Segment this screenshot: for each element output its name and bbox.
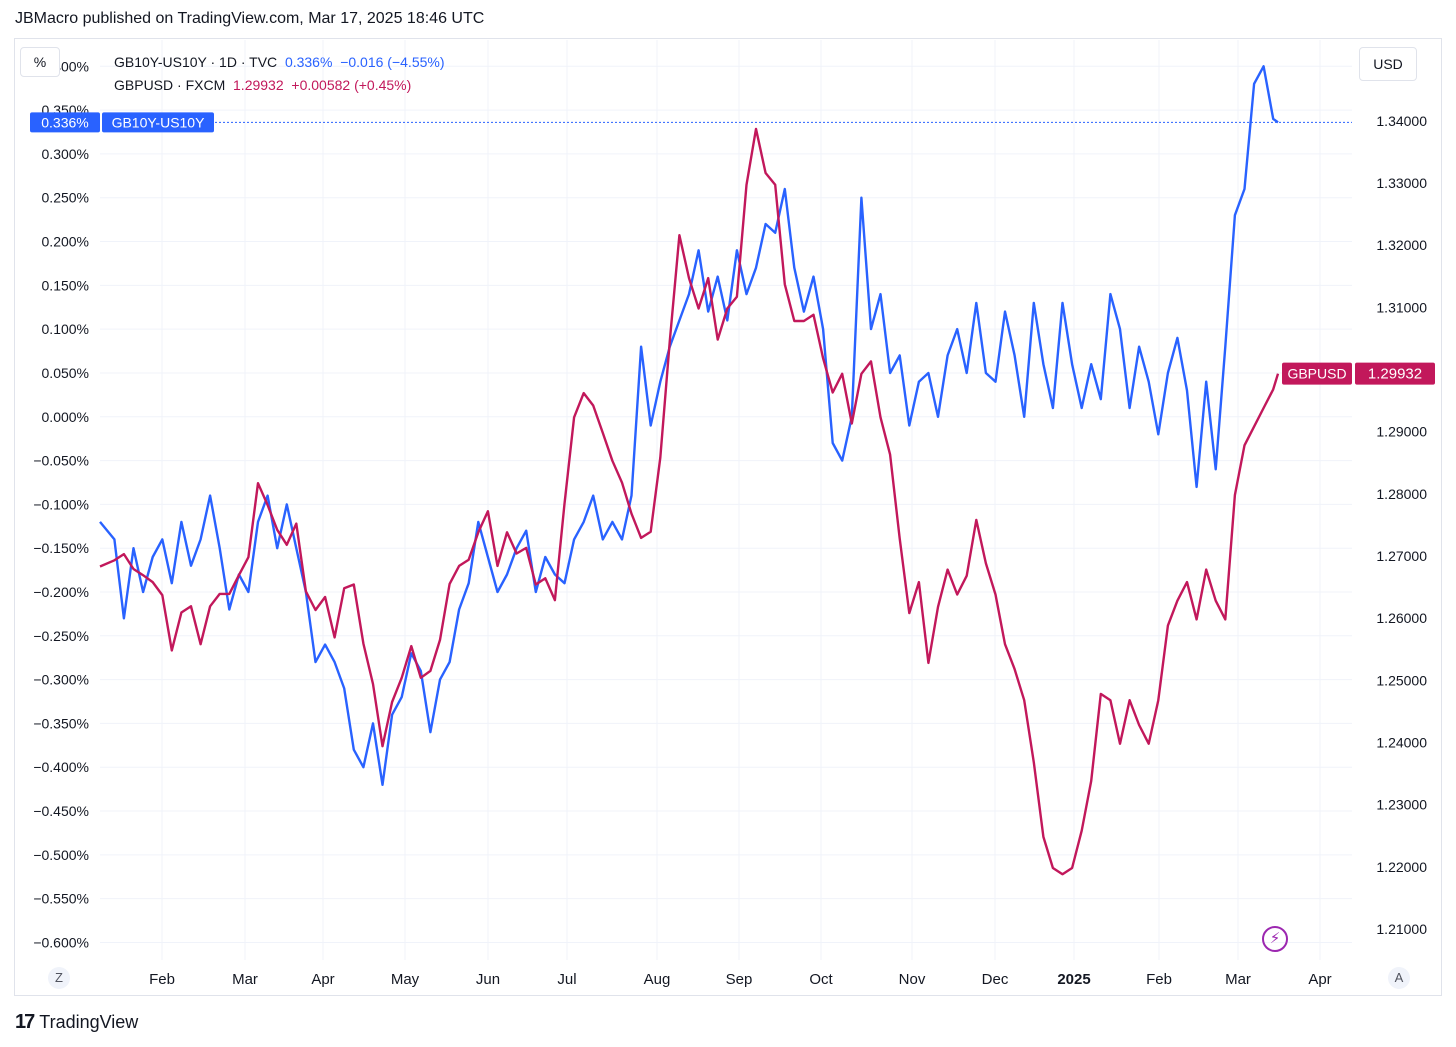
left-tick-label: −0.350% — [33, 715, 89, 731]
name-tag-gbpusd: GBPUSD — [1287, 366, 1346, 382]
x-tick-label: Feb — [1146, 971, 1172, 988]
legend-row-gbpusd[interactable]: GBPUSD · FXCM 1.29932 +0.00582 (+0.45%) — [114, 74, 445, 97]
name-tag-spread: GB10Y-US10Y — [112, 114, 206, 130]
legend-price: 0.336% — [284, 54, 333, 70]
right-tick-label: 1.22000 — [1376, 859, 1427, 875]
name-tag-bg — [102, 112, 214, 133]
price-tag-spread: 0.336% — [41, 114, 88, 130]
left-tick-label: 0.300% — [42, 146, 89, 162]
left-tick-label: 0.000% — [42, 409, 89, 425]
right-tick-label: 1.31000 — [1376, 299, 1427, 315]
left-tick-label: 0.150% — [42, 277, 89, 293]
lightning-icon[interactable]: ⚡ — [1262, 926, 1288, 952]
left-tick-label: −0.600% — [33, 934, 89, 950]
left-tick-label: −0.450% — [33, 803, 89, 819]
x-tick-label: Aug — [644, 971, 671, 988]
x-tick-label: Dec — [982, 971, 1009, 988]
legend-price: 1.29932 — [233, 77, 284, 93]
chart-frame — [14, 38, 1442, 996]
right-tick-label: 1.28000 — [1376, 486, 1427, 502]
right-tick-label: 1.29000 — [1376, 424, 1427, 440]
right-tick-label: 1.27000 — [1376, 548, 1427, 564]
legend-symbol: GBPUSD · FXCM — [114, 77, 226, 93]
publish-info: JBMacro published on TradingView.com, Ma… — [15, 10, 485, 27]
price-tag-gbpusd: 1.29932 — [1368, 366, 1422, 383]
x-tick-label: Nov — [899, 971, 926, 988]
right-tick-label: 1.32000 — [1376, 237, 1427, 253]
left-tick-label: −0.100% — [33, 496, 89, 512]
left-tick-label: −0.050% — [33, 453, 89, 469]
legend: GB10Y-US10Y · 1D · TVC 0.336% −0.016 (−4… — [114, 51, 445, 97]
x-tick-label: Apr — [311, 971, 334, 988]
series-line-gbpusd — [99, 127, 1280, 876]
right-unit-label[interactable]: USD — [1359, 47, 1417, 81]
x-tick-label: Oct — [809, 971, 833, 988]
x-tick-label: Apr — [1308, 971, 1331, 988]
price-tag-bg — [1355, 362, 1435, 385]
right-tick-label: 1.26000 — [1376, 610, 1427, 626]
footer: 17 TradingView — [15, 1011, 138, 1034]
left-tick-label: 0.050% — [42, 365, 89, 381]
auto-scale-left-button[interactable]: Z — [48, 967, 70, 989]
right-tick-label: 1.21000 — [1376, 921, 1427, 937]
right-tick-label: 1.34000 — [1376, 113, 1427, 129]
x-tick-label: May — [391, 971, 420, 988]
legend-change: −0.016 (−4.55%) — [340, 54, 445, 70]
x-tick-label: Mar — [232, 971, 258, 988]
name-tag-bg — [1282, 362, 1352, 385]
x-tick-label: Sep — [726, 971, 753, 988]
x-tick-label: Jul — [557, 971, 576, 988]
auto-scale-right-button[interactable]: A — [1388, 967, 1410, 989]
left-unit-label[interactable]: % — [20, 47, 60, 77]
legend-symbol: GB10Y-US10Y · 1D · TVC — [114, 54, 278, 70]
x-tick-label: Jun — [476, 971, 500, 988]
right-tick-label: 1.24000 — [1376, 734, 1427, 750]
series-line-gb10y-us10y — [99, 65, 1279, 786]
left-tick-label: −0.550% — [33, 891, 89, 907]
left-tick-label: −0.500% — [33, 847, 89, 863]
right-tick-label: 1.23000 — [1376, 797, 1427, 813]
left-tick-label: −0.250% — [33, 628, 89, 644]
tradingview-logo-icon[interactable]: 17 — [15, 1011, 35, 1033]
left-tick-label: −0.400% — [33, 759, 89, 775]
left-tick-label: −0.150% — [33, 540, 89, 556]
left-tick-label: 0.100% — [42, 321, 89, 337]
right-tick-label: 1.25000 — [1376, 672, 1427, 688]
left-tick-label: −0.300% — [33, 672, 89, 688]
legend-row-spread[interactable]: GB10Y-US10Y · 1D · TVC 0.336% −0.016 (−4… — [114, 51, 445, 74]
right-tick-label: 1.33000 — [1376, 175, 1427, 191]
left-tick-label: 0.250% — [42, 190, 89, 206]
footer-brand[interactable]: TradingView — [39, 1012, 139, 1032]
left-tick-label: 0.200% — [42, 234, 89, 250]
x-tick-label: 2025 — [1057, 971, 1090, 988]
price-tag-bg — [30, 112, 100, 133]
left-tick-label: −0.200% — [33, 584, 89, 600]
x-tick-label: Feb — [149, 971, 175, 988]
x-tick-label: Mar — [1225, 971, 1251, 988]
legend-change: +0.00582 (+0.45%) — [291, 77, 412, 93]
